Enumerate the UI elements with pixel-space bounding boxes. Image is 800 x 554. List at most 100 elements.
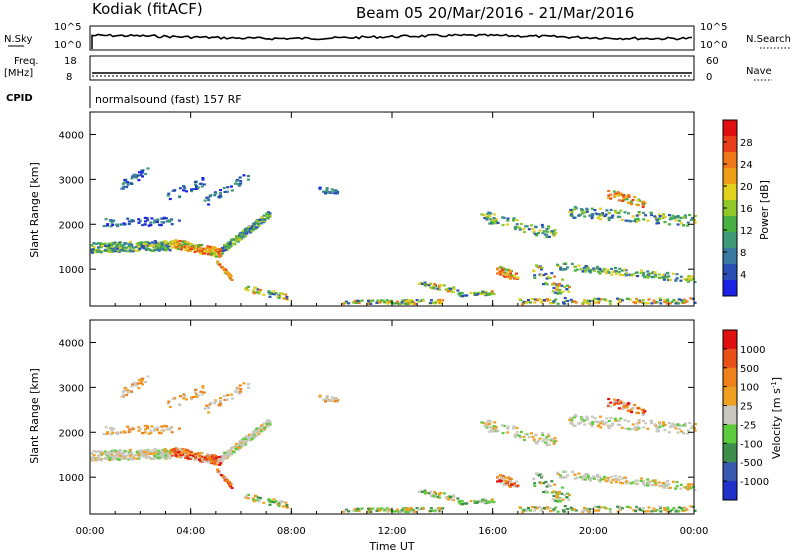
- echo-cell: [597, 478, 601, 481]
- echo-cell: [563, 510, 567, 513]
- echo-cell: [132, 173, 136, 176]
- echo-cell: [324, 191, 328, 194]
- echo-cell: [606, 268, 610, 271]
- echo-cell: [143, 223, 147, 226]
- echo-cell: [634, 479, 638, 482]
- echo-cell: [239, 232, 242, 235]
- time-tick-label: 04:00: [176, 526, 205, 537]
- echo-cell: [545, 236, 549, 239]
- echo-cell: [527, 507, 530, 510]
- echo-cell: [597, 505, 601, 508]
- echo-cell: [653, 423, 657, 426]
- echo-cell: [534, 433, 538, 436]
- echo-cell: [501, 224, 505, 227]
- echo-cell: [151, 449, 154, 452]
- echo-cell: [635, 507, 639, 510]
- echo-cell: [599, 207, 603, 210]
- echo-cell: [634, 510, 637, 513]
- echo-cell: [117, 452, 121, 455]
- echo-cell: [662, 484, 666, 487]
- echo-cell: [228, 242, 232, 245]
- echo-cell: [510, 275, 514, 278]
- echo-cell: [158, 456, 162, 459]
- echo-cell: [262, 221, 266, 224]
- echo-cell: [570, 300, 574, 304]
- echo-cell: [105, 224, 109, 227]
- echo-cell: [193, 388, 197, 391]
- echo-cell: [246, 497, 250, 500]
- echo-cell: [233, 238, 237, 241]
- echo-cell: [148, 456, 152, 459]
- echo-cell: [680, 222, 683, 225]
- echo-cell: [283, 505, 287, 508]
- echo-cell: [208, 247, 212, 250]
- echo-cell: [598, 214, 602, 217]
- echo-cell: [522, 227, 526, 231]
- echo-cell: [477, 291, 481, 294]
- echo-cell: [138, 455, 142, 458]
- echo-cell: [602, 478, 606, 481]
- echo-cell: [641, 205, 645, 208]
- echo-cell: [591, 422, 595, 425]
- echo-cell: [161, 450, 165, 453]
- echo-cell: [688, 213, 692, 217]
- echo-cell: [132, 454, 136, 457]
- echo-cell: [417, 300, 421, 303]
- echo-cell: [163, 455, 167, 458]
- echo-cell: [681, 300, 685, 303]
- echo-cell: [92, 450, 96, 453]
- echo-cell: [386, 302, 389, 305]
- echo-cell: [140, 171, 144, 174]
- echo-cell: [156, 449, 160, 452]
- echo-cell: [214, 249, 218, 252]
- echo-cell: [588, 422, 592, 425]
- colorbar-swatch: [723, 120, 737, 137]
- echo-cell: [213, 194, 217, 197]
- echo-cell: [135, 457, 139, 460]
- echo-cell: [174, 239, 178, 242]
- echo-cell: [198, 247, 202, 250]
- echo-cell: [693, 509, 697, 512]
- echo-cell: [496, 480, 499, 483]
- echo-cell: [106, 431, 110, 434]
- echo-cell: [496, 268, 499, 271]
- echo-cell: [266, 425, 270, 428]
- echo-cell: [184, 248, 188, 251]
- echo-cell: [206, 250, 210, 253]
- echo-cell: [410, 508, 414, 511]
- echo-cell: [203, 407, 207, 410]
- colorbar-swatch: [723, 330, 737, 350]
- echo-cell: [650, 212, 654, 215]
- echo-cell: [439, 492, 443, 495]
- echo-cell: [149, 429, 153, 432]
- echo-cell: [584, 265, 588, 268]
- echo-cell: [663, 508, 667, 512]
- echo-cell: [572, 424, 576, 427]
- echo-cell: [122, 393, 126, 396]
- echo-cell: [658, 218, 661, 221]
- echo-cell: [382, 507, 385, 510]
- echo-cell: [232, 451, 236, 454]
- echo-cell: [185, 398, 188, 401]
- echo-cell: [184, 454, 188, 458]
- echo-cell: [417, 490, 421, 493]
- echo-cell: [456, 497, 460, 500]
- echo-cell: [474, 501, 478, 504]
- echo-cell: [553, 275, 557, 278]
- echo-cell: [169, 426, 173, 429]
- echo-cell: [583, 298, 587, 302]
- echo-cell: [137, 221, 141, 224]
- echo-cell: [666, 300, 670, 303]
- station-title: Kodiak (fitACF): [92, 0, 203, 18]
- echo-cell: [624, 198, 628, 201]
- echo-cell: [178, 195, 182, 199]
- echo-cell: [539, 509, 543, 512]
- echo-cell: [556, 510, 560, 513]
- echo-cell: [256, 496, 260, 499]
- echo-cell: [565, 288, 569, 291]
- echo-cell: [192, 396, 196, 399]
- echo-cell: [564, 268, 568, 271]
- echo-cell: [167, 219, 171, 222]
- echo-cell: [211, 249, 214, 252]
- echo-cell: [582, 474, 586, 477]
